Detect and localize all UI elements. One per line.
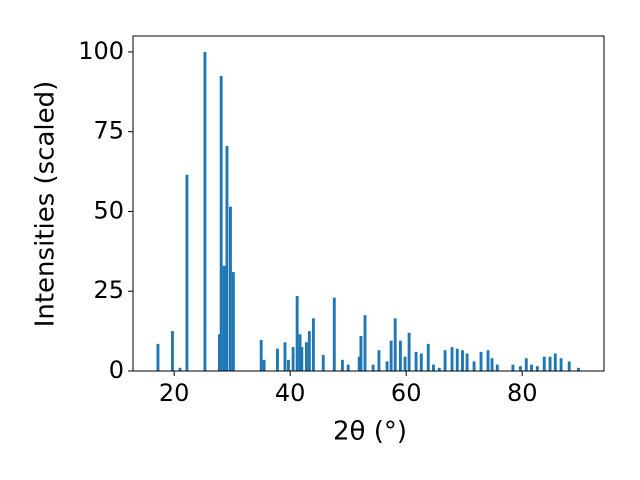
- bar: [298, 334, 302, 371]
- bar: [219, 75, 223, 371]
- bar: [304, 342, 308, 371]
- bar: [307, 331, 311, 371]
- bar: [461, 350, 464, 371]
- bar: [567, 361, 571, 371]
- bar: [275, 348, 279, 371]
- x-tick-label: 60: [391, 379, 422, 407]
- y-axis-label: Intensities (scaled): [31, 81, 61, 328]
- bar: [346, 364, 350, 371]
- bar: [178, 367, 182, 371]
- bar: [222, 265, 226, 371]
- bar: [156, 343, 160, 371]
- y-tick-label: 100: [78, 37, 124, 65]
- bar: [490, 358, 494, 371]
- bar: [559, 358, 563, 371]
- x-axis-label: 2θ (°): [333, 417, 407, 447]
- bar: [535, 366, 539, 371]
- bar: [259, 340, 263, 371]
- bar: [185, 174, 189, 371]
- bar: [217, 334, 221, 371]
- bar: [300, 347, 304, 371]
- bar: [553, 353, 557, 371]
- bar: [403, 356, 407, 371]
- bar: [419, 353, 423, 371]
- bar: [225, 146, 229, 371]
- bar: [450, 347, 454, 371]
- bar: [495, 364, 499, 371]
- bar: [426, 343, 430, 371]
- bar: [170, 331, 174, 371]
- bar: [371, 364, 375, 371]
- bar: [407, 332, 411, 371]
- bar: [519, 366, 522, 371]
- bar: [231, 272, 235, 371]
- x-tick-label: 40: [275, 379, 306, 407]
- bar: [511, 364, 515, 371]
- bar: [287, 359, 290, 371]
- bar: [486, 350, 490, 371]
- bar: [479, 351, 483, 371]
- bar: [577, 367, 580, 371]
- bar: [363, 315, 367, 371]
- bar: [455, 348, 459, 371]
- bar: [432, 364, 435, 371]
- y-tick-label: 50: [93, 196, 124, 224]
- bar: [377, 350, 381, 371]
- bar: [357, 356, 361, 371]
- bar: [228, 206, 232, 371]
- y-tick-label: 0: [109, 356, 124, 384]
- bar: [437, 367, 441, 371]
- bar: [542, 356, 546, 371]
- bar: [203, 51, 207, 371]
- bar: [414, 351, 418, 371]
- bar: [340, 359, 344, 371]
- bar: [393, 318, 397, 371]
- bar: [398, 340, 402, 371]
- bar: [443, 350, 447, 371]
- bar: [321, 355, 325, 371]
- bar: [530, 364, 533, 371]
- bar: [283, 342, 287, 371]
- bar: [311, 318, 315, 371]
- x-tick-label: 20: [159, 379, 190, 407]
- plot-frame: [132, 35, 605, 372]
- bar: [465, 353, 469, 371]
- bar: [548, 356, 552, 371]
- y-tick-label: 75: [93, 117, 124, 145]
- y-tick-label: 25: [93, 276, 124, 304]
- bar: [472, 361, 476, 371]
- bar: [524, 358, 528, 371]
- x-tick-label: 80: [507, 379, 538, 407]
- bar: [295, 296, 299, 371]
- bar: [262, 359, 266, 371]
- bar: [385, 361, 389, 371]
- bar: [332, 297, 336, 371]
- bar: [359, 335, 363, 371]
- bar: [291, 347, 295, 371]
- bar: [389, 340, 393, 371]
